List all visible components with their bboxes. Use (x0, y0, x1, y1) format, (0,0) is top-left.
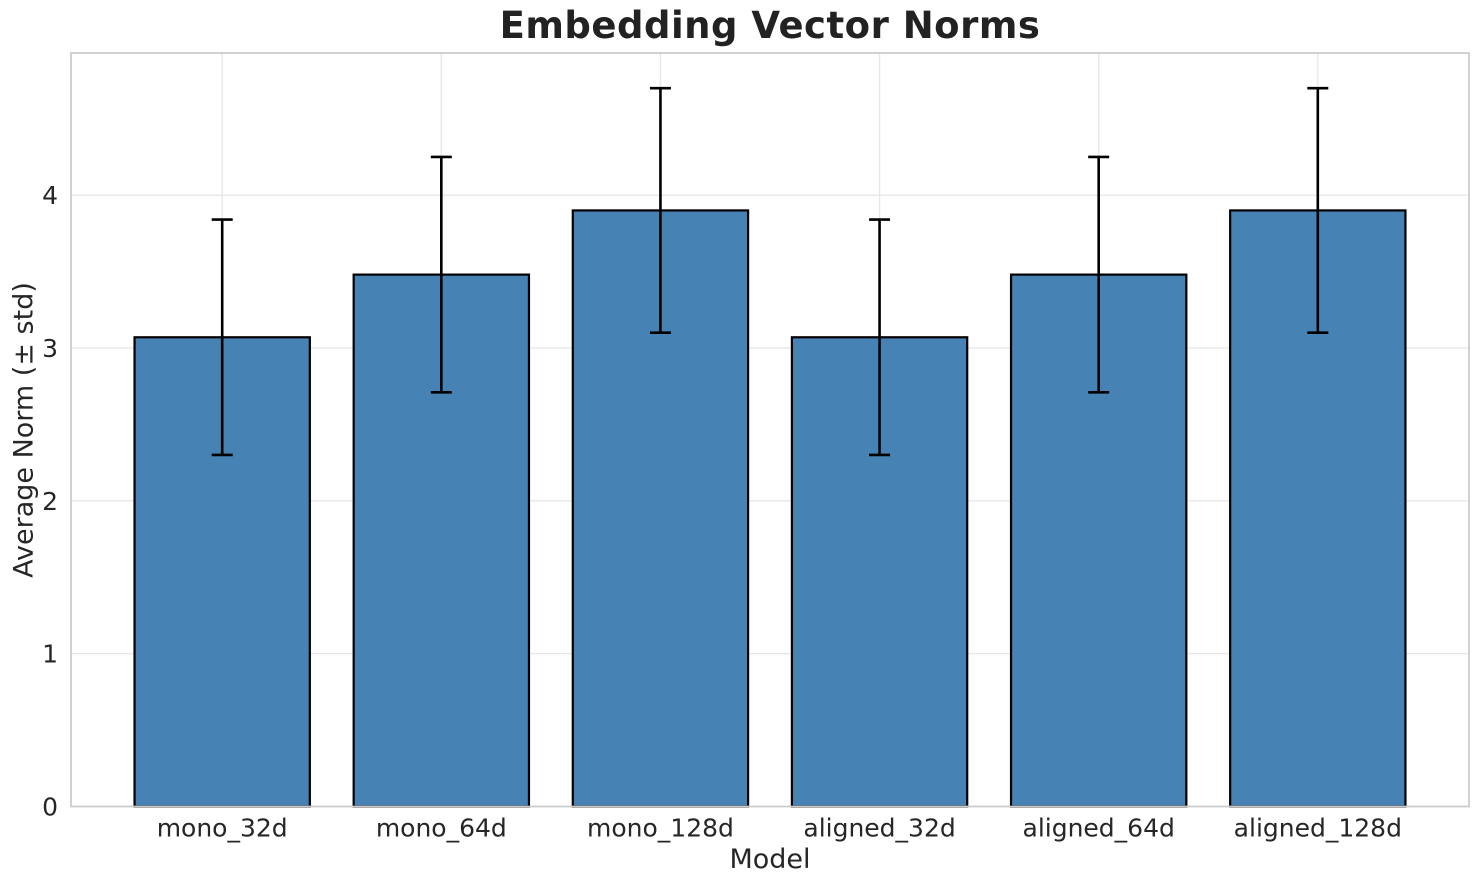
y-tick-label: 1 (42, 640, 58, 669)
y-tick-label: 3 (42, 334, 58, 363)
x-tick-label: aligned_64d (1023, 814, 1175, 843)
chart-title: Embedding Vector Norms (499, 4, 1041, 47)
y-axis-label: Average Norm (± std) (8, 282, 40, 578)
x-tick-label: aligned_128d (1234, 814, 1402, 843)
y-tick-label: 4 (42, 181, 58, 210)
plot-border (70, 52, 1470, 808)
x-axis-label: Model (729, 844, 811, 875)
y-tick-label: 2 (42, 487, 58, 516)
x-tick-label: aligned_32d (803, 814, 955, 843)
x-tick-label: mono_64d (376, 814, 507, 843)
x-tick-label: mono_128d (587, 814, 734, 843)
y-tick-label: 0 (42, 793, 58, 822)
x-tick-label: mono_32d (157, 814, 288, 843)
